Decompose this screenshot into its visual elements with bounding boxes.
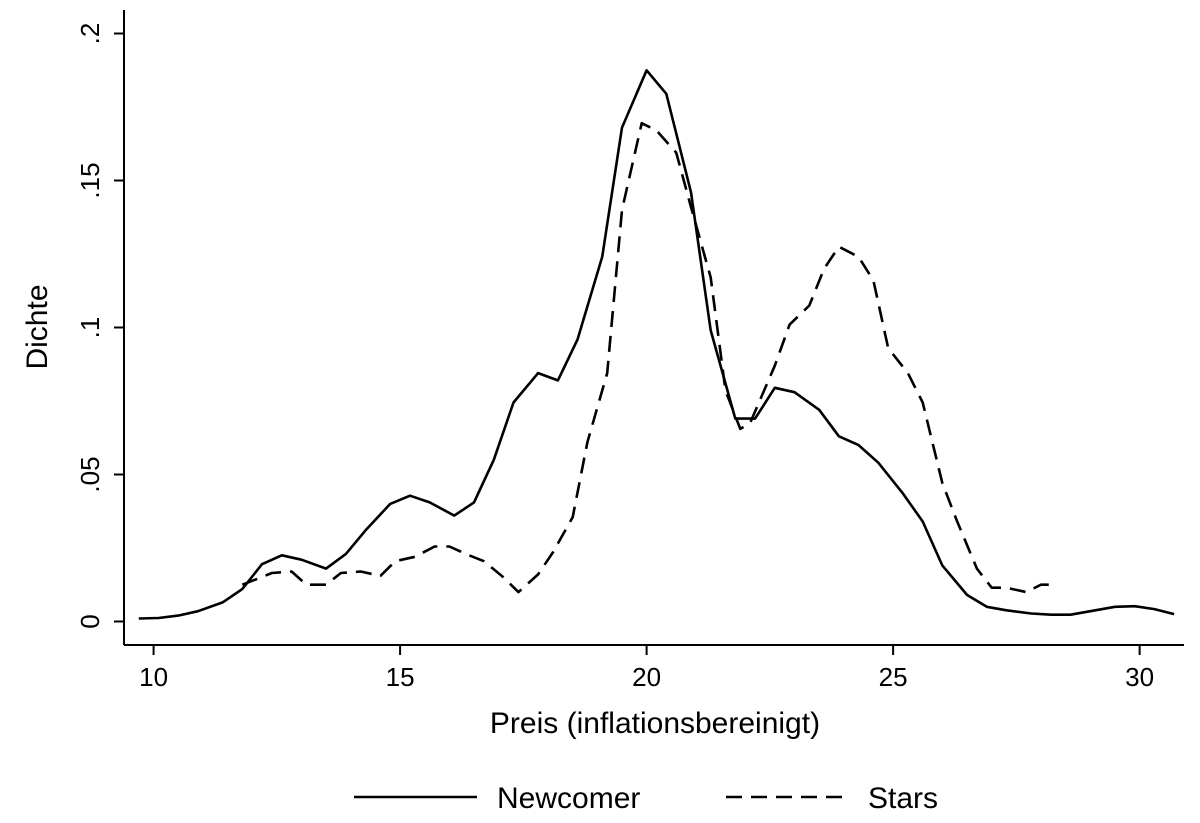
y-axis-title: Dichte	[21, 284, 54, 369]
legend: Newcomer Stars	[354, 782, 938, 815]
y-tick-label: .15	[75, 162, 105, 198]
x-tick-label: 25	[879, 662, 908, 692]
y-tick-label: .1	[75, 317, 105, 339]
x-axis-title: Preis (inflationsbereinigt)	[490, 707, 820, 740]
series-line-newcomer	[138, 69, 1175, 620]
y-tick-label: .05	[75, 456, 105, 492]
y-ticks: 0 .05 .1 .15 .2	[75, 23, 124, 629]
x-tick-label: 20	[632, 662, 661, 692]
series-line-stars	[241, 121, 1051, 594]
series-lines	[138, 69, 1175, 620]
legend-label-newcomer: Newcomer	[497, 782, 640, 815]
y-tick-label: .2	[75, 23, 105, 45]
legend-label-stars: Stars	[868, 782, 938, 815]
axes-group: 10 15 20 25 30 0 .05 .1 .15 .2	[75, 10, 1184, 692]
x-ticks: 10 15 20 25 30	[139, 645, 1154, 692]
y-tick-label: 0	[75, 614, 105, 628]
x-tick-label: 15	[386, 662, 415, 692]
x-tick-label: 30	[1125, 662, 1154, 692]
x-tick-label: 10	[139, 662, 168, 692]
